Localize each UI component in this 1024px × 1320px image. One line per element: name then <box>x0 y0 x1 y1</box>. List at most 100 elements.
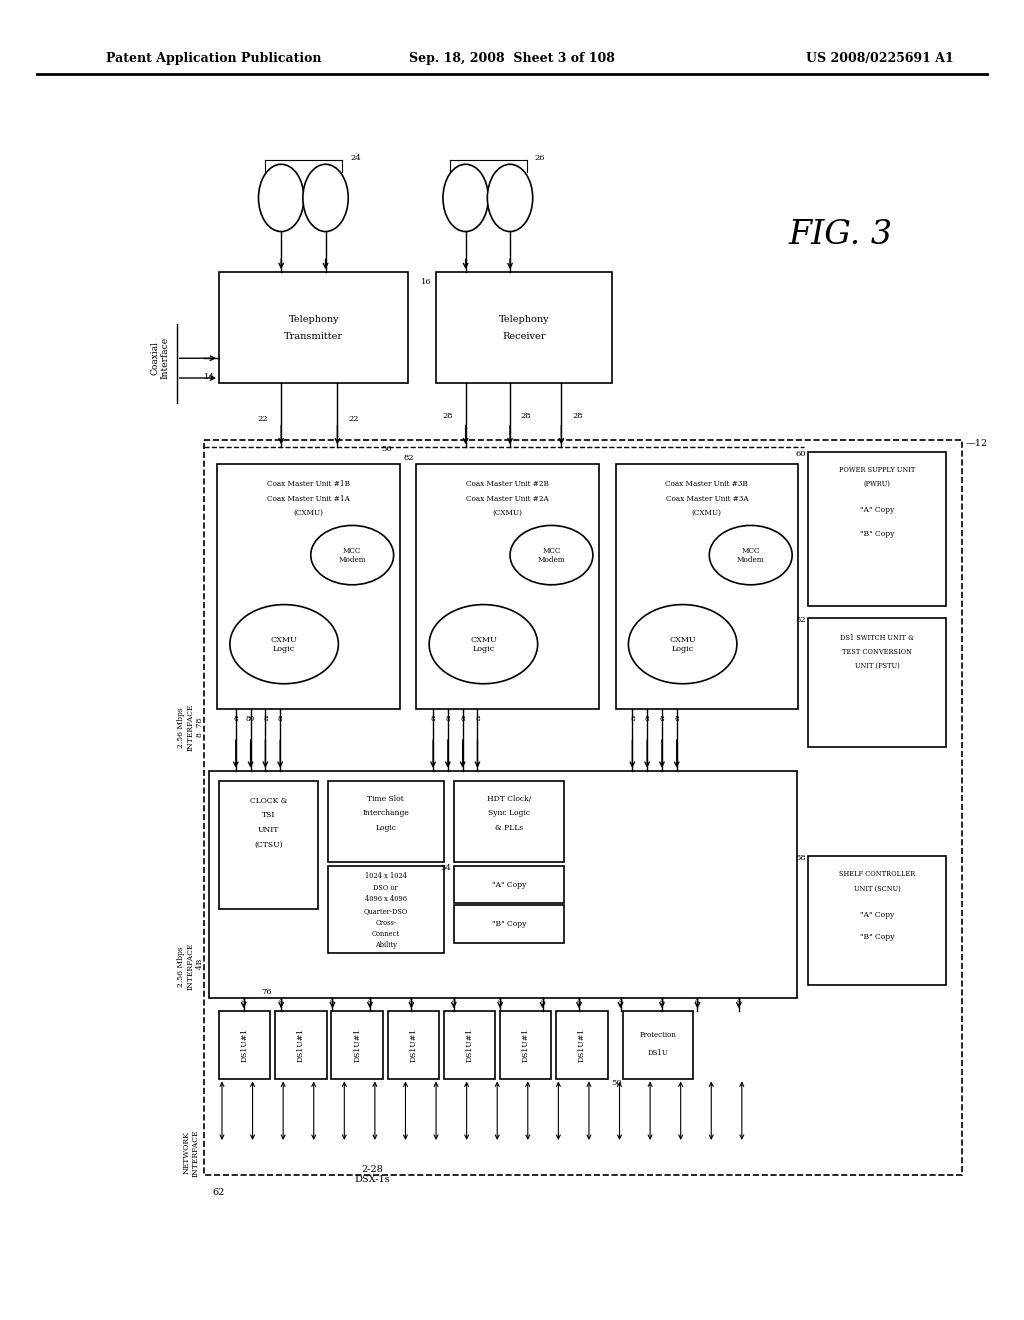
Bar <box>808 855 946 985</box>
Text: 2-28
DSX-1s: 2-28 DSX-1s <box>354 1164 390 1184</box>
Text: 28: 28 <box>572 412 583 420</box>
Text: 52: 52 <box>796 616 806 624</box>
Text: 1024 x 1024: 1024 x 1024 <box>365 871 407 879</box>
Text: US 2008/0225691 A1: US 2008/0225691 A1 <box>806 51 954 65</box>
Text: 60: 60 <box>796 450 806 458</box>
Bar <box>556 1011 607 1078</box>
Text: DSO or: DSO or <box>374 883 398 891</box>
Text: (CTSU): (CTSU) <box>254 841 283 849</box>
Text: Coax Master Unit #1B: Coax Master Unit #1B <box>267 480 350 488</box>
Text: 8: 8 <box>630 715 635 723</box>
Ellipse shape <box>258 164 304 231</box>
Text: Sync Logic: Sync Logic <box>488 809 530 817</box>
Text: CXMU
Logic: CXMU Logic <box>470 635 497 653</box>
Text: FIG. 3: FIG. 3 <box>788 219 893 251</box>
Text: 4: 4 <box>577 998 582 1006</box>
Text: & PLLs: & PLLs <box>495 824 523 832</box>
Bar <box>328 780 444 862</box>
Text: TSI: TSI <box>262 812 275 820</box>
Text: (PWRU): (PWRU) <box>863 480 891 488</box>
Text: "B" Copy: "B" Copy <box>860 531 894 539</box>
Text: DS1U: DS1U <box>647 1049 669 1057</box>
Bar <box>624 1011 692 1078</box>
Ellipse shape <box>629 605 737 684</box>
Text: 8: 8 <box>445 715 451 723</box>
Bar <box>454 866 564 903</box>
Text: DS1U#1: DS1U#1 <box>410 1028 418 1061</box>
Text: 4: 4 <box>498 998 503 1006</box>
Text: "A" Copy: "A" Copy <box>860 911 894 919</box>
Ellipse shape <box>710 525 793 585</box>
Bar <box>204 441 962 1175</box>
Text: Coax Master Unit #2A: Coax Master Unit #2A <box>466 495 549 503</box>
Text: "A" Copy: "A" Copy <box>492 880 526 888</box>
Text: DS1 SWITCH UNIT &: DS1 SWITCH UNIT & <box>840 634 914 643</box>
Text: 4: 4 <box>541 998 545 1006</box>
Bar <box>436 272 611 383</box>
Bar <box>808 619 946 747</box>
Text: Coax Master Unit #2B: Coax Master Unit #2B <box>466 480 549 488</box>
Text: 4: 4 <box>368 998 372 1006</box>
Text: Connect: Connect <box>372 931 399 939</box>
Bar <box>417 465 599 709</box>
Ellipse shape <box>229 605 338 684</box>
Text: 8: 8 <box>263 715 267 723</box>
Text: 8: 8 <box>233 715 239 723</box>
Text: 4: 4 <box>410 998 414 1006</box>
Bar <box>615 465 798 709</box>
Text: UNIT (PSTU): UNIT (PSTU) <box>855 661 899 671</box>
Text: (CXMU): (CXMU) <box>293 508 324 516</box>
Bar <box>454 780 564 862</box>
Text: 8: 8 <box>475 715 480 723</box>
Text: 8: 8 <box>675 715 679 723</box>
Ellipse shape <box>487 164 532 231</box>
Text: 24: 24 <box>350 154 361 162</box>
Text: Logic: Logic <box>375 824 396 832</box>
Text: 4: 4 <box>736 998 741 1006</box>
Text: 4: 4 <box>618 998 623 1006</box>
Text: 62: 62 <box>212 1188 224 1197</box>
Ellipse shape <box>310 525 393 585</box>
Text: DS1U#1: DS1U#1 <box>522 1028 529 1061</box>
Text: Coaxial
Interface: Coaxial Interface <box>151 337 170 379</box>
Text: POWER SUPPLY UNIT: POWER SUPPLY UNIT <box>839 466 915 474</box>
Text: 4: 4 <box>242 998 246 1006</box>
Text: 80: 80 <box>246 715 255 723</box>
Text: Patent Application Publication: Patent Application Publication <box>105 51 322 65</box>
Text: DS1U#1: DS1U#1 <box>241 1028 249 1061</box>
Text: CXMU
Logic: CXMU Logic <box>670 635 696 653</box>
Bar <box>219 1011 270 1078</box>
Text: 50: 50 <box>611 1080 622 1088</box>
Text: Transmitter: Transmitter <box>285 331 343 341</box>
Text: Quarter-DSO: Quarter-DSO <box>364 907 408 915</box>
Bar <box>209 771 797 998</box>
Text: (CXMU): (CXMU) <box>692 508 722 516</box>
Text: Coax Master Unit #3A: Coax Master Unit #3A <box>666 495 749 503</box>
Text: CXMU
Logic: CXMU Logic <box>270 635 298 653</box>
Ellipse shape <box>443 164 488 231</box>
Bar <box>219 780 317 909</box>
Text: 28: 28 <box>442 412 453 420</box>
Text: SHELF CONTROLLER: SHELF CONTROLLER <box>839 870 915 878</box>
Text: Telephony: Telephony <box>289 315 339 325</box>
Text: 76: 76 <box>261 989 272 997</box>
Text: "B" Copy: "B" Copy <box>860 933 894 941</box>
Text: TEST CONVERSION: TEST CONVERSION <box>842 648 912 656</box>
Text: Ability: Ability <box>375 941 396 949</box>
Ellipse shape <box>429 605 538 684</box>
Text: 8: 8 <box>278 715 283 723</box>
Bar <box>328 866 444 953</box>
Text: 4: 4 <box>279 998 284 1006</box>
Text: (CXMU): (CXMU) <box>493 508 522 516</box>
Text: 54: 54 <box>440 863 451 871</box>
Text: UNIT (SCNU): UNIT (SCNU) <box>854 884 900 892</box>
Text: Cross-: Cross- <box>375 919 396 927</box>
Text: MCC
Modem: MCC Modem <box>737 546 765 564</box>
Bar <box>808 453 946 606</box>
Text: Protection: Protection <box>640 1031 677 1039</box>
Text: NETWORK
INTERFACE: NETWORK INTERFACE <box>183 1129 200 1176</box>
Text: UNIT: UNIT <box>258 826 279 834</box>
Text: 4: 4 <box>452 998 456 1006</box>
Text: 16: 16 <box>422 279 432 286</box>
Text: Sep. 18, 2008  Sheet 3 of 108: Sep. 18, 2008 Sheet 3 of 108 <box>409 51 615 65</box>
